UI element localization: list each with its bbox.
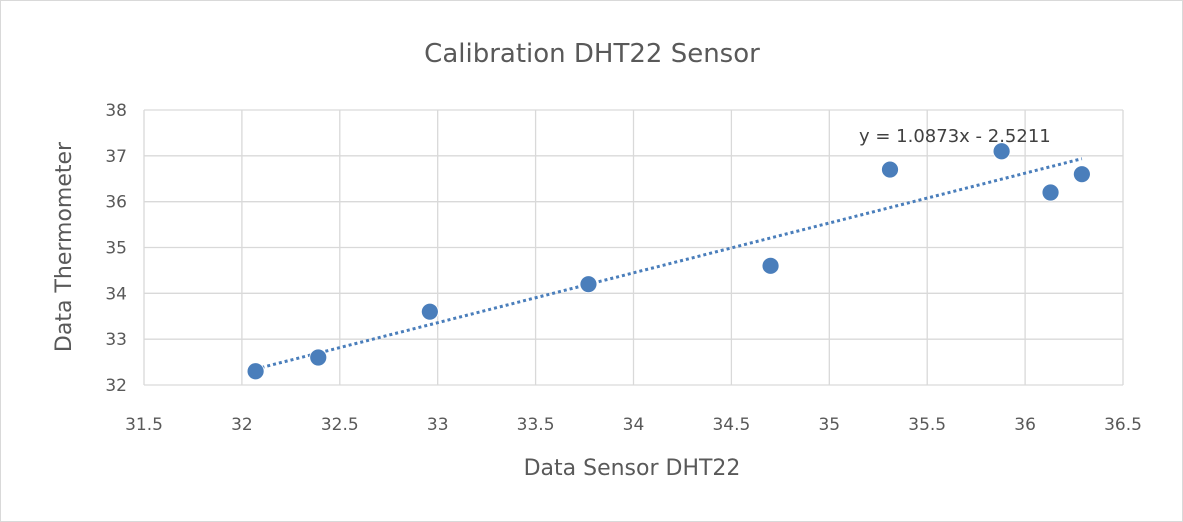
y-tick-label: 37: [105, 147, 127, 167]
x-tick-label: 36.5: [1104, 415, 1142, 435]
y-axis-title: Data Thermometer: [52, 141, 77, 352]
y-tick-label: 38: [105, 101, 127, 121]
data-point: [761, 256, 780, 275]
data-point: [1072, 165, 1091, 184]
data-point: [881, 160, 899, 179]
x-tick-label: 35: [818, 415, 840, 435]
data-points: [246, 142, 1091, 381]
x-tick-labels: 31.5 32 32.5 33 33.5 34 34.5 35 35.5 36 36.5: [125, 415, 1142, 435]
x-axis-title: Data Sensor DHT22: [524, 456, 741, 481]
x-tick-label: 34: [623, 415, 645, 435]
data-point: [246, 362, 265, 381]
x-tick-label: 36: [1014, 415, 1036, 435]
y-tick-label: 33: [105, 330, 127, 350]
x-tick-label: 32.5: [321, 415, 359, 435]
x-tick-label: 33.5: [517, 415, 555, 435]
data-point: [579, 275, 598, 294]
x-tick-label: 35.5: [908, 415, 946, 435]
y-tick-label: 35: [105, 239, 127, 259]
data-point: [309, 348, 328, 367]
x-tick-label: 32: [231, 415, 253, 435]
chart-title: Calibration DHT22 Sensor: [424, 39, 760, 69]
data-point: [420, 302, 439, 321]
gridlines: [143, 109, 1124, 386]
data-point: [1041, 183, 1060, 202]
y-tick-label: 34: [105, 284, 127, 304]
data-point: [992, 142, 1011, 161]
trendline: [255, 157, 1083, 371]
y-tick-label: 36: [105, 193, 127, 213]
y-tick-labels: 32 33 34 35 36 37 38: [105, 101, 127, 396]
x-tick-label: 33: [427, 415, 449, 435]
x-tick-label: 31.5: [125, 415, 163, 435]
trendline-equation: y = 1.0873x - 2.5211: [859, 126, 1051, 147]
x-tick-label: 34.5: [712, 415, 750, 435]
trendline-layer: [255, 157, 1083, 371]
y-tick-label: 32: [105, 376, 127, 396]
